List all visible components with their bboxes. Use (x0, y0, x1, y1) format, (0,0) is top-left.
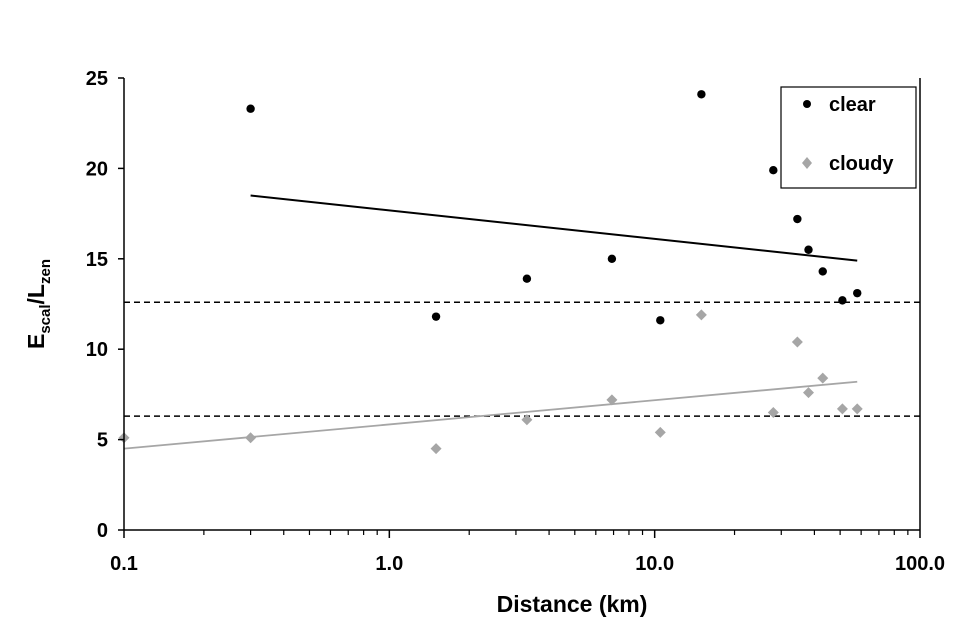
data-point-cloudy (521, 414, 533, 426)
legend-marker-clear (803, 100, 811, 108)
data-point-clear (656, 316, 665, 325)
data-point-cloudy (767, 406, 779, 418)
tick-labels: 0 5 10 15 20 25 0.1 1.0 10.0 100.0 (86, 68, 945, 575)
legend-marker-cloudy (802, 157, 812, 169)
data-point-cloudy (606, 394, 618, 406)
data-point-clear (793, 214, 802, 224)
data-point-clear (697, 90, 706, 99)
y-tick-label: 15 (86, 249, 108, 271)
y-tick-label: 25 (86, 68, 108, 90)
x-tick-label: 0.1 (110, 553, 138, 575)
y-axis-title: Escal/Lzen (23, 259, 54, 349)
x-tick-label: 100.0 (895, 553, 945, 575)
data-point-cloudy (430, 443, 442, 455)
y-axis-title-sub2: zen (37, 259, 54, 284)
data-point-cloudy (791, 336, 803, 348)
y-tick-label: 10 (86, 339, 108, 361)
data-point-clear (853, 288, 862, 298)
y-tick-label: 5 (97, 430, 108, 452)
data-point-clear (838, 296, 847, 305)
data-points (118, 90, 863, 455)
x-axis-title: Distance (km) (497, 591, 648, 617)
y-axis-title-main: E (23, 334, 49, 349)
data-point-cloudy (654, 426, 666, 438)
data-point-cloudy (836, 403, 848, 415)
data-point-clear (769, 166, 778, 175)
data-point-clear (522, 274, 532, 283)
data-point-clear (607, 254, 617, 263)
data-point-clear (431, 312, 441, 321)
data-point-cloudy (245, 432, 257, 444)
axes (118, 77, 921, 538)
legend: clear cloudy (780, 86, 917, 189)
data-point-cloudy (851, 403, 863, 415)
reference-lines (124, 301, 920, 417)
data-point-cloudy (817, 372, 829, 384)
data-point-clear (246, 104, 255, 113)
legend-label-clear: clear (829, 94, 876, 116)
x-tick-label: 1.0 (375, 553, 403, 575)
data-point-clear (818, 267, 827, 276)
x-tick-label: 10.0 (635, 553, 674, 575)
y-axis-title-sub1: scal (37, 304, 54, 333)
y-tick-label: 0 (97, 520, 108, 542)
legend-label-cloudy: cloudy (829, 153, 894, 175)
data-point-cloudy (803, 387, 815, 399)
data-point-clear (804, 245, 813, 254)
y-tick-label: 20 (86, 158, 108, 180)
data-point-cloudy (695, 309, 707, 321)
trendline-clear (250, 194, 858, 262)
y-axis-title-slash: /L (23, 284, 49, 304)
